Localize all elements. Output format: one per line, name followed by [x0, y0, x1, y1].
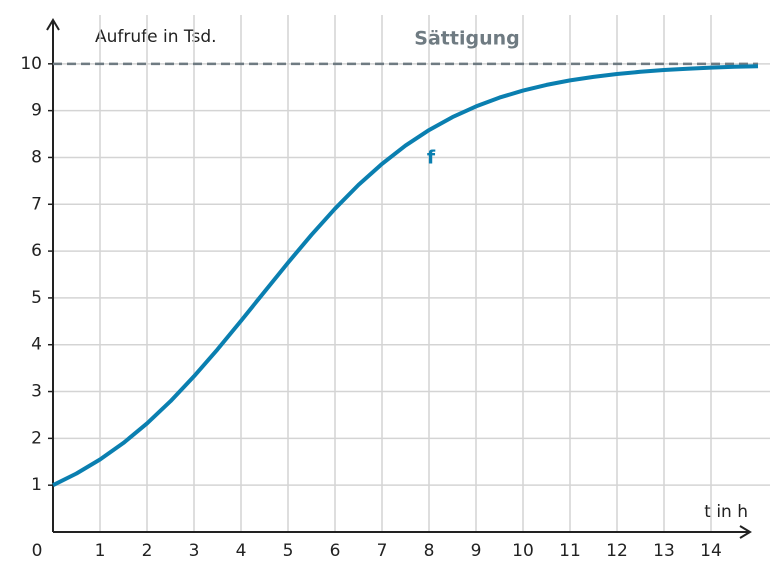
y-tick-label: 3: [31, 382, 42, 402]
x-axis-label: t in h: [704, 502, 748, 522]
x-tick-label: 0: [32, 541, 43, 561]
y-tick-label: 6: [31, 241, 42, 261]
y-tick-label: 4: [31, 335, 42, 355]
x-tick-label: 11: [559, 541, 581, 561]
x-axis-arrow: [739, 525, 752, 539]
y-tick-label: 1: [31, 475, 42, 495]
x-tick-label: 2: [142, 541, 153, 561]
y-axis-label: Aufrufe in Tsd.: [95, 27, 217, 47]
x-tick-label: 4: [236, 541, 247, 561]
x-tick-label: 13: [653, 541, 675, 561]
x-tick-label: 14: [700, 541, 722, 561]
saturation-label: Sättigung: [414, 28, 519, 50]
x-tick-label: 1: [95, 541, 106, 561]
x-tick-label: 8: [424, 541, 435, 561]
y-tick-label: 7: [31, 194, 42, 214]
curve: [52, 64, 759, 487]
x-tick-label: 9: [471, 541, 482, 561]
x-tick-label: 7: [377, 541, 388, 561]
y-tick-label: 2: [31, 428, 42, 448]
y-tick-label: 5: [31, 288, 42, 308]
y-tick-label: 8: [31, 147, 42, 167]
y-tick-label: 10: [20, 54, 42, 74]
x-tick-label: 3: [189, 541, 200, 561]
grid: [53, 15, 770, 532]
y-tick-label: 9: [31, 101, 42, 121]
x-tick-label: 5: [283, 541, 294, 561]
x-tick-label: 10: [512, 541, 534, 561]
curve-label: f: [427, 147, 436, 169]
x-tick-label: 12: [606, 541, 628, 561]
y-axis-arrow: [46, 18, 60, 31]
x-tick-label: 6: [330, 541, 341, 561]
